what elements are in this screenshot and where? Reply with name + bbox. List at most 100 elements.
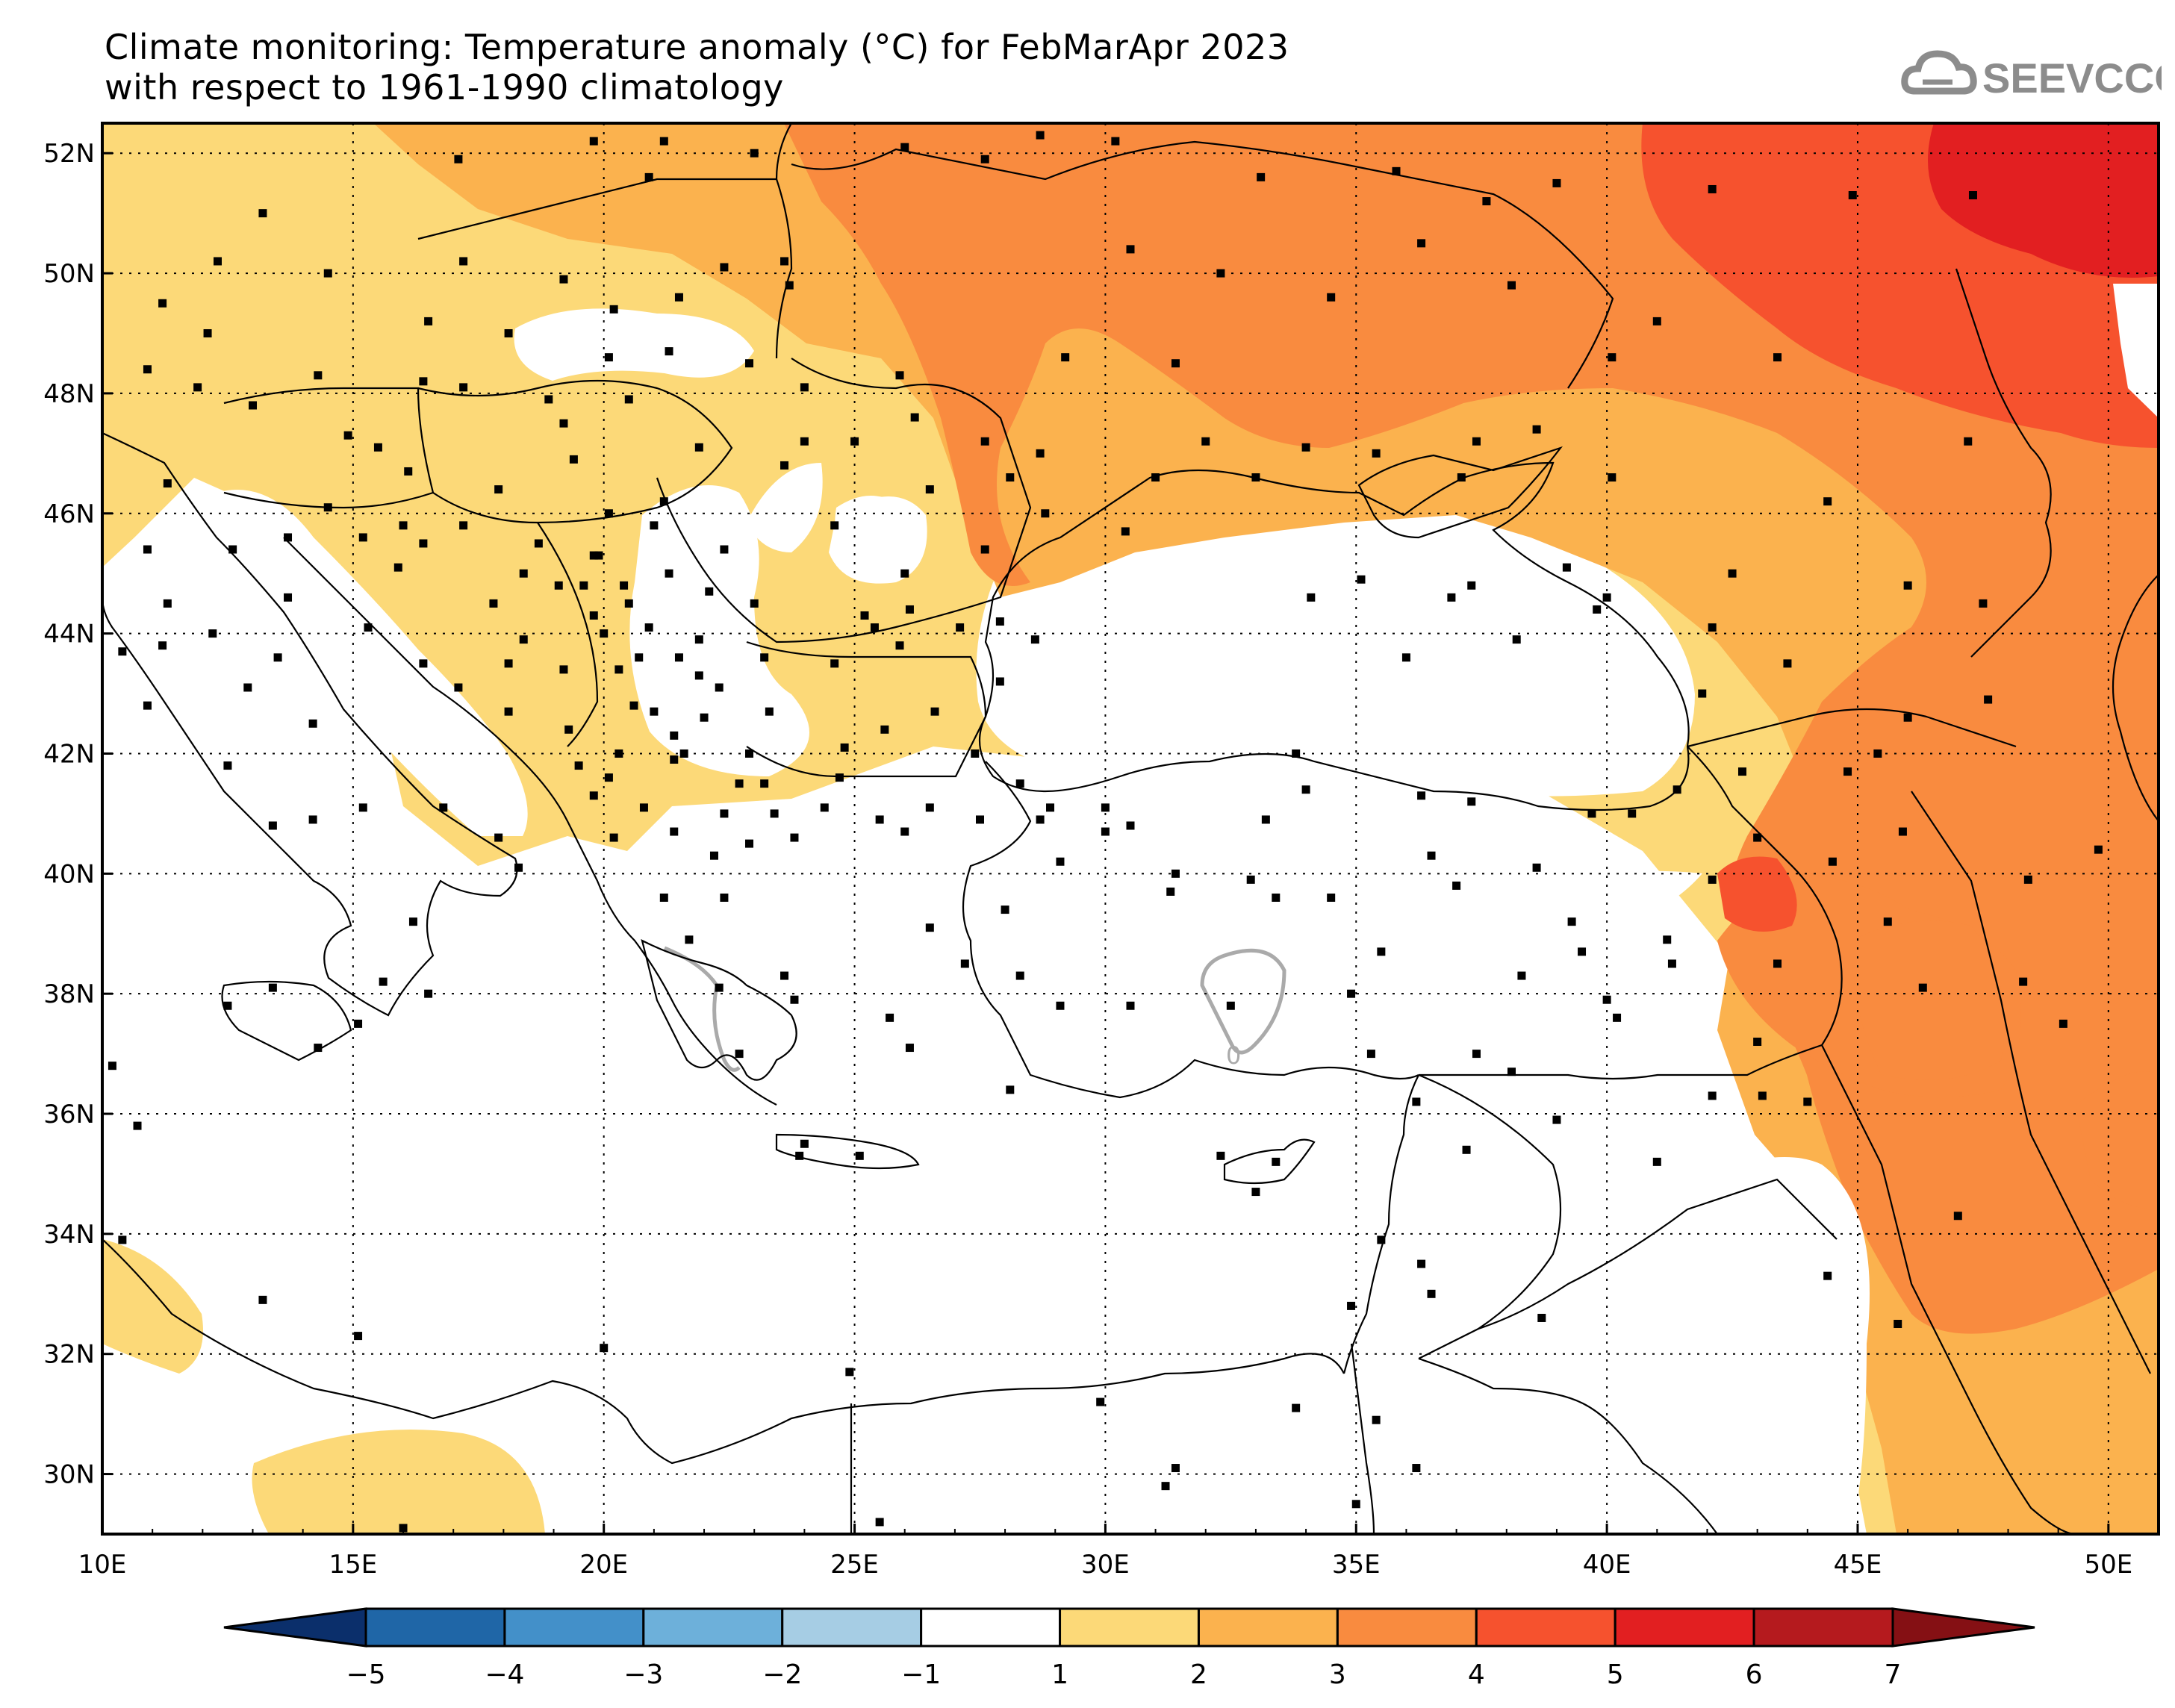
colorbar-segment (503, 1607, 645, 1648)
station-marker (980, 545, 989, 554)
station-marker (494, 485, 503, 494)
station-marker (1608, 353, 1617, 362)
station-marker (1587, 809, 1596, 818)
station-marker (800, 383, 809, 392)
station-marker (163, 479, 172, 488)
x-tick-label: 10E (78, 1550, 127, 1580)
station-marker (715, 983, 724, 992)
station-marker (1006, 1085, 1015, 1094)
station-marker (1272, 893, 1281, 902)
plot-frame (101, 122, 2160, 1536)
station-marker (1216, 269, 1225, 278)
station-marker (629, 701, 638, 710)
colorbar-segment (1614, 1607, 1755, 1648)
band-3-4-iran (1852, 920, 2005, 1080)
station-marker (780, 971, 789, 980)
station-marker (1377, 947, 1386, 956)
station-marker (1918, 983, 1927, 992)
station-marker (930, 707, 939, 716)
station-marker (925, 803, 934, 812)
station-marker (504, 707, 513, 716)
station-marker (840, 743, 849, 752)
station-marker (1327, 893, 1336, 902)
station-marker (1652, 317, 1661, 325)
station-marker (795, 1151, 804, 1160)
station-marker (745, 839, 754, 848)
station-marker (700, 713, 709, 722)
y-tick-label: 46N (43, 499, 95, 529)
station-marker (208, 629, 217, 638)
station-marker (1372, 1415, 1381, 1424)
station-marker (249, 401, 258, 410)
station-marker (650, 707, 659, 716)
station-marker (284, 593, 293, 602)
station-marker (900, 143, 909, 152)
station-marker (514, 863, 523, 872)
border-jordan (1478, 1178, 1838, 1330)
station-marker (1001, 906, 1009, 914)
station-marker (569, 455, 578, 464)
station-marker (1377, 1235, 1386, 1244)
station-marker (870, 623, 879, 632)
colorbar-segment (781, 1607, 923, 1648)
station-marker (379, 977, 388, 986)
colorbar-tick-label: 2 (1190, 1659, 1207, 1690)
station-marker (258, 209, 267, 218)
white-patch-libya (523, 1456, 737, 1534)
station-marker (1171, 1464, 1180, 1473)
station-marker (579, 581, 588, 590)
station-marker (1667, 959, 1676, 968)
station-marker (670, 731, 679, 740)
station-marker (1758, 1091, 1767, 1100)
station-marker (1121, 527, 1130, 536)
station-marker (439, 803, 448, 812)
station-marker (644, 172, 653, 181)
colorbar-segment (1475, 1607, 1617, 1648)
station-marker (459, 257, 468, 266)
seevccc-logo: SEEVCCC (1901, 50, 2162, 102)
station-marker (2023, 875, 2032, 884)
station-marker (785, 281, 794, 290)
station-marker (644, 623, 653, 632)
station-marker (750, 149, 759, 158)
station-marker (895, 371, 904, 380)
white-patch-hungary (514, 308, 754, 381)
station-marker (685, 935, 694, 944)
station-marker (1728, 569, 1737, 578)
colorbar-tick-label: 3 (1329, 1659, 1346, 1690)
station-marker (554, 581, 563, 590)
border-ukraine (791, 140, 1614, 389)
station-marker (1979, 599, 1988, 608)
station-marker (770, 809, 779, 818)
station-marker (1126, 821, 1135, 830)
station-marker (980, 155, 989, 163)
station-marker (203, 328, 212, 337)
x-tick-label: 30E (1081, 1550, 1130, 1580)
station-marker (284, 533, 293, 542)
station-marker (1216, 1151, 1225, 1160)
station-marker (1968, 191, 1977, 200)
station-marker (995, 617, 1004, 626)
station-marker (910, 413, 919, 422)
italy-coast (102, 432, 518, 1017)
station-marker (895, 641, 904, 650)
border-egypt (1350, 1343, 1375, 1534)
colorbar-arrow-high (1891, 1607, 2035, 1648)
station-marker (223, 1001, 232, 1010)
station-marker (1753, 833, 1762, 842)
station-marker (1166, 887, 1175, 896)
colorbar-tick-labels: −5 −4 −3 −2 −1 1 2 3 4 5 6 7 (346, 1659, 1901, 1690)
station-marker (594, 551, 603, 560)
x-tick-label: 15E (329, 1550, 377, 1580)
station-marker (1467, 581, 1476, 590)
station-marker (735, 779, 744, 788)
white-patch-mediterranean (102, 926, 1437, 1403)
station-marker (709, 851, 718, 860)
station-marker (1873, 749, 1882, 758)
station-marker (760, 653, 769, 662)
station-marker (133, 1121, 142, 1130)
station-marker (118, 647, 127, 656)
border-romania (656, 358, 1032, 643)
colorbar-segment (1059, 1607, 1200, 1648)
x-tick-label: 40E (1583, 1550, 1631, 1580)
